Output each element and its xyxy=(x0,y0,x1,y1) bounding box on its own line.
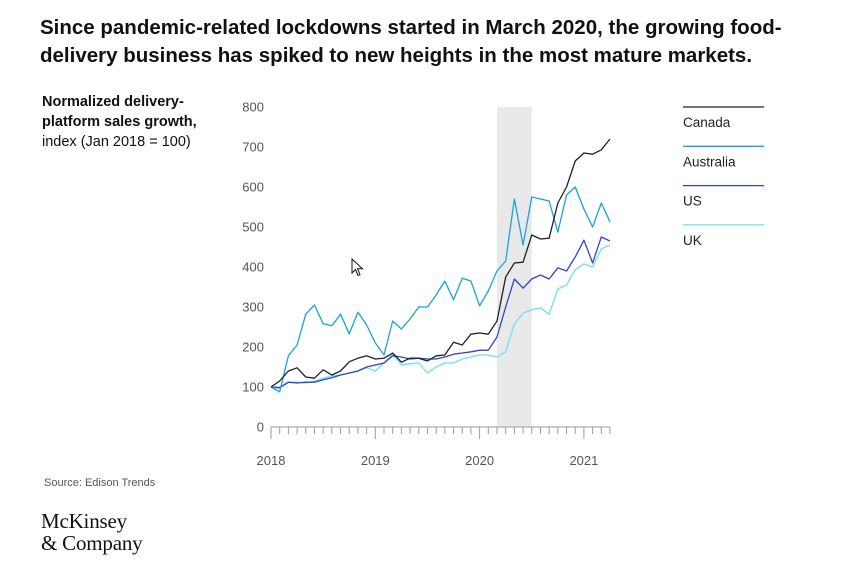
logo-line-1: McKinsey xyxy=(41,509,127,533)
y-tick-label: 400 xyxy=(242,260,264,275)
y-axis-title: Normalized delivery-platform sales growt… xyxy=(42,92,222,152)
mouse-pointer-icon xyxy=(351,258,364,277)
series-line-uk xyxy=(271,244,611,388)
series-line-australia xyxy=(270,186,611,393)
y-tick-label: 600 xyxy=(242,180,264,195)
legend-label-canada: Canada xyxy=(683,115,731,130)
x-tick-label: 2020 xyxy=(465,453,494,468)
series-line-canada xyxy=(270,138,611,388)
series-line-us xyxy=(270,236,611,389)
legend-label-uk: UK xyxy=(683,233,702,248)
y-tick-label: 500 xyxy=(242,220,264,235)
y-axis-title-bold: Normalized delivery-platform sales growt… xyxy=(42,94,197,130)
x-tick-label: 2019 xyxy=(361,453,390,468)
y-tick-label: 200 xyxy=(242,340,264,355)
y-tick-label: 0 xyxy=(257,420,264,435)
y-axis-title-rest: index (Jan 2018 = 100) xyxy=(42,134,191,150)
x-tick-label: 2021 xyxy=(569,453,598,468)
y-tick-label: 100 xyxy=(242,380,264,395)
lockdown-highlight-band xyxy=(497,107,532,427)
legend-label-australia: Australia xyxy=(683,154,736,169)
company-logo: McKinsey & Company xyxy=(41,509,143,555)
x-tick-label: 2018 xyxy=(257,453,286,468)
y-tick-label: 800 xyxy=(242,100,264,115)
legend-label-us: US xyxy=(683,194,702,209)
y-tick-label: 700 xyxy=(242,140,264,155)
source-note: Source: Edison Trends xyxy=(44,477,156,489)
y-tick-label: 300 xyxy=(242,300,264,315)
chart-title: Since pandemic-related lockdowns started… xyxy=(40,16,782,67)
logo-line-2: & Company xyxy=(41,531,143,555)
